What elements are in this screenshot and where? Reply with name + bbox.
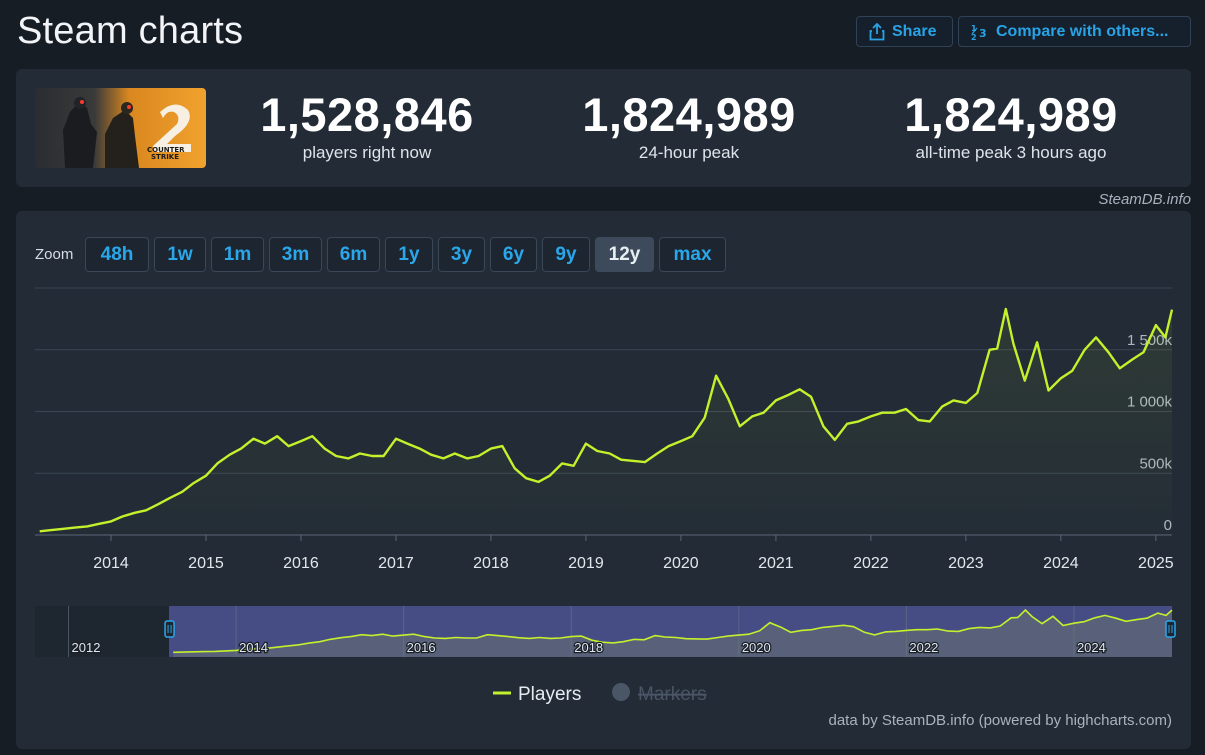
alltime-peak-value: 1,824,989 bbox=[904, 88, 1118, 141]
navigator-area bbox=[173, 610, 1172, 657]
svg-text:1: 1 bbox=[971, 24, 977, 33]
zoom-1y-button[interactable]: 1y bbox=[385, 237, 433, 272]
x-axis-label: 2021 bbox=[758, 555, 794, 572]
x-axis-label: 2014 bbox=[93, 555, 129, 572]
zoom-1m-button[interactable]: 1m bbox=[211, 237, 264, 272]
navigator-label: 2022 bbox=[909, 640, 938, 655]
x-axis-label: 2023 bbox=[948, 555, 984, 572]
x-axis-label: 2017 bbox=[378, 555, 414, 572]
navigator-series-line bbox=[173, 608, 1173, 654]
zoom-9y-button[interactable]: 9y bbox=[542, 237, 590, 272]
share-icon bbox=[869, 22, 885, 41]
navigator-label: 2024 bbox=[1077, 640, 1106, 655]
x-axis-label: 2015 bbox=[188, 555, 224, 572]
navigator-outside-mask bbox=[35, 606, 170, 657]
stat-current: 1,528,846 players right now bbox=[217, 87, 517, 163]
current-players-label: players right now bbox=[302, 143, 432, 162]
navigator-label: 2020 bbox=[742, 640, 771, 655]
svg-text:3: 3 bbox=[979, 27, 987, 40]
x-axis-label: 2019 bbox=[568, 555, 604, 572]
x-axis-label: 2020 bbox=[663, 555, 699, 572]
x-axis-label: 2018 bbox=[473, 555, 509, 572]
chart-panel: Zoom 48h 1w 1m 3m 6m 1y 3y 6y 9y 12y max… bbox=[16, 211, 1191, 749]
x-axis-label: 2016 bbox=[283, 555, 319, 572]
zoom-12y-button[interactable]: 12y bbox=[595, 237, 654, 272]
navigator-right-handle[interactable] bbox=[1165, 620, 1176, 638]
zoom-6y-button[interactable]: 6y bbox=[490, 237, 537, 272]
zoom-1w-button[interactable]: 1w bbox=[154, 237, 206, 272]
page-title: Steam charts bbox=[17, 10, 244, 52]
zoom-label: Zoom bbox=[35, 246, 74, 263]
zoom-3m-button[interactable]: 3m bbox=[269, 237, 322, 272]
compare-label: Compare with others... bbox=[996, 22, 1169, 40]
peak24-label: 24-hour peak bbox=[638, 143, 740, 162]
current-players-value: 1,528,846 bbox=[260, 88, 474, 141]
share-label: Share bbox=[892, 22, 937, 40]
x-axis-label: 2022 bbox=[853, 555, 889, 572]
stats-panel: COUNTER STRIKE 1,528,846 players right n… bbox=[16, 69, 1191, 187]
navigator-label: 2018 bbox=[574, 640, 603, 655]
peak24-value: 1,824,989 bbox=[582, 88, 796, 141]
x-axis-label: 2025 bbox=[1138, 555, 1174, 572]
highcharts-credit[interactable]: data by SteamDB.info (powered by highcha… bbox=[828, 712, 1173, 729]
svg-text:COUNTER: COUNTER bbox=[147, 146, 185, 154]
navigator-label: 2014 bbox=[239, 640, 268, 655]
game-logo-image: COUNTER STRIKE bbox=[35, 88, 206, 168]
legend-markers-label[interactable]: Markers bbox=[638, 684, 707, 705]
legend-markers-marker[interactable] bbox=[612, 683, 630, 701]
legend-players-label[interactable]: Players bbox=[518, 684, 581, 705]
x-axis-label: 2024 bbox=[1043, 555, 1079, 572]
navigator-left-handle[interactable] bbox=[164, 620, 175, 638]
stat-alltime-peak: 1,824,989 all-time peak 3 hours ago bbox=[861, 87, 1161, 163]
navigator-label: 2016 bbox=[407, 640, 436, 655]
alltime-peak-label: all-time peak 3 hours ago bbox=[915, 143, 1107, 162]
players-series-line[interactable] bbox=[39, 307, 1174, 533]
zoom-max-button[interactable]: max bbox=[659, 237, 726, 272]
zoom-6m-button[interactable]: 6m bbox=[327, 237, 380, 272]
steamdb-credit[interactable]: SteamDB.info bbox=[1098, 191, 1191, 208]
navigator-selection[interactable] bbox=[169, 606, 1172, 657]
svg-text:2: 2 bbox=[971, 33, 977, 41]
players-chart[interactable]: 0500k1 000k1 500k20142015201620172018201… bbox=[16, 211, 1191, 749]
players-area bbox=[39, 309, 1173, 535]
svg-text:STRIKE: STRIKE bbox=[151, 153, 179, 161]
stat-24h-peak: 1,824,989 24-hour peak bbox=[539, 87, 839, 163]
zoom-48h-button[interactable]: 48h bbox=[85, 237, 149, 272]
zoom-3y-button[interactable]: 3y bbox=[438, 237, 485, 272]
share-button[interactable]: Share bbox=[856, 16, 953, 47]
navigator-label: 2012 bbox=[72, 640, 101, 655]
